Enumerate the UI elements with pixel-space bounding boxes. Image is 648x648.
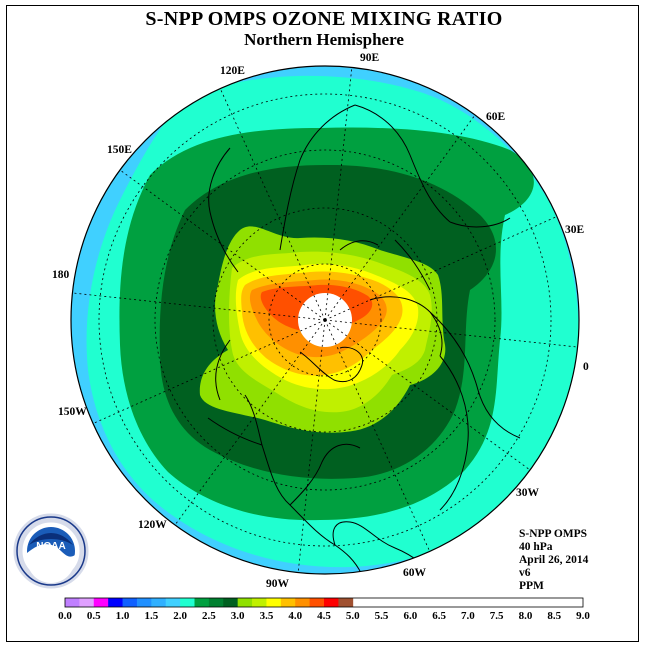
info-version: v6 [519,567,531,579]
colorbar-swatch [223,598,239,607]
colorbar-swatch [208,598,224,607]
lon-label-60w: 60W [403,567,427,579]
colorbar-swatch [295,598,311,607]
colorbar-tick-label: 2.5 [202,610,216,622]
figure-frame [6,5,639,642]
colorbar-tick-label: 3.5 [260,610,274,622]
colorbar-tick-label: 0.0 [58,610,72,622]
colorbar-swatch [93,598,109,607]
longitude-labels: 120E 90E 60E 150E 30E 180 0 150W 30W 120… [52,52,589,590]
colorbar-swatch [136,598,152,607]
colorbar-tick-label: 9.0 [576,610,590,622]
colorbar-tick-label: 3.0 [231,610,245,622]
colorbar-swatch [252,598,267,607]
lon-label-180: 180 [52,269,70,281]
lon-label-30w: 30W [516,487,540,499]
colorbar-border [64,597,584,608]
noaa-logo: NOAA [13,513,89,589]
colorbar-tick-label: 2.0 [173,610,187,622]
colorbar-swatch [165,598,181,607]
lon-label-90e: 90E [360,52,380,64]
lon-label-60e: 60E [486,111,506,123]
colorbar-swatch [324,598,339,607]
lon-label-150w: 150W [58,406,87,418]
colorbar-tick-label: 1.5 [144,610,158,622]
colorbar-swatch [194,598,210,607]
info-units: PPM [519,580,544,592]
map-title: S-NPP OMPS OZONE MIXING RATIO [145,8,503,30]
map-border [70,65,580,575]
colorbar-swatch [151,598,167,607]
lon-label-0: 0 [583,361,589,373]
colorbar-swatch [237,598,253,607]
colorbar-swatch [122,598,138,607]
coastlines [207,104,521,574]
colorbar-tick-label: 6.5 [432,610,446,622]
lon-label-90w: 90W [266,578,290,590]
colorbar-swatch [108,598,123,607]
colorbar-swatch [180,598,195,607]
graticule [72,66,578,574]
lon-label-120e: 120E [220,65,245,77]
info-date: April 26, 2014 [519,554,589,566]
colorbar-tick-label: 4.0 [288,610,302,622]
colorbar-swatch [280,598,296,607]
colorbar-tick-label: 8.5 [547,610,561,622]
colorbar-tick-label: 6.0 [403,610,417,622]
colorbar-tick-label: 7.0 [461,610,475,622]
colorbar-tick-label: 5.5 [375,610,389,622]
colorbar-tick-label: 0.5 [87,610,101,622]
lon-label-30e: 30E [565,224,585,236]
colorbar-swatch [309,598,325,607]
map-subtitle: Northern Hemisphere [244,30,404,49]
colorbar-tick-label: 4.5 [317,610,331,622]
colorbar-tick-label: 5.0 [346,610,360,622]
colorbar-swatch [79,598,95,607]
info-instrument: S-NPP OMPS [519,528,588,540]
logo-text: NOAA [36,541,65,552]
lon-label-150e: 150E [107,144,132,156]
colorbar-swatch [65,598,80,607]
colorbar-tick-label: 7.5 [490,610,504,622]
colorbar-swatch [266,598,282,607]
polar-map [71,66,579,574]
colorbar-tick-label: 1.0 [116,610,130,622]
colorbar-tick-label: 8.0 [519,610,533,622]
lon-label-120w: 120W [138,519,167,531]
info-level: 40 hPa [519,541,553,553]
colorbar: 0.0 0.5 1.0 1.5 2.0 2.5 3.0 3.5 4.0 4.5 5.0 5.5 6.0 6… [58,597,590,622]
colorbar-swatch [338,598,354,607]
